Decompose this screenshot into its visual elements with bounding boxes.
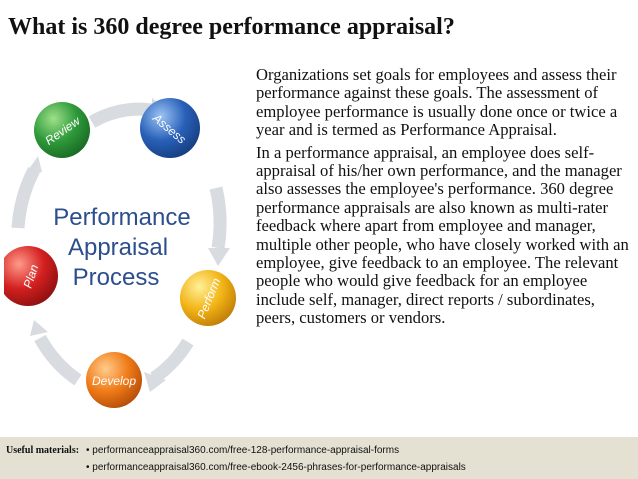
footer-bar: Useful materials: • performanceappraisal… xyxy=(0,437,638,479)
footer-label: Useful materials: xyxy=(6,445,80,456)
center-line-1: Performance xyxy=(53,204,190,231)
stage-develop: Develop xyxy=(86,352,142,408)
page-title: What is 360 degree performance appraisal… xyxy=(8,14,455,40)
paragraph-1: Organizations set goals for employees an… xyxy=(256,65,618,140)
body-text: Organizations set goals for employees an… xyxy=(256,65,632,332)
stage-perform: Perform xyxy=(180,270,236,326)
footer-link-2[interactable]: • performanceappraisal360.com/free-ebook… xyxy=(86,462,466,473)
stage-assess: Assess xyxy=(140,98,200,158)
performance-appraisal-cycle-diagram: Performance Appraisal Process Review Ass… xyxy=(4,98,236,408)
stage-label-develop: Develop xyxy=(92,374,136,388)
stage-plan: Plan xyxy=(4,246,58,306)
paragraph-2: In a performance appraisal, an employee … xyxy=(256,142,629,328)
center-line-2: Appraisal xyxy=(68,234,168,261)
stage-review: Review xyxy=(34,102,90,158)
footer-link-1[interactable]: • performanceappraisal360.com/free-128-p… xyxy=(86,445,400,456)
diagram-center-title: Performance Appraisal Process xyxy=(53,204,190,291)
center-line-3: Process xyxy=(73,264,160,291)
